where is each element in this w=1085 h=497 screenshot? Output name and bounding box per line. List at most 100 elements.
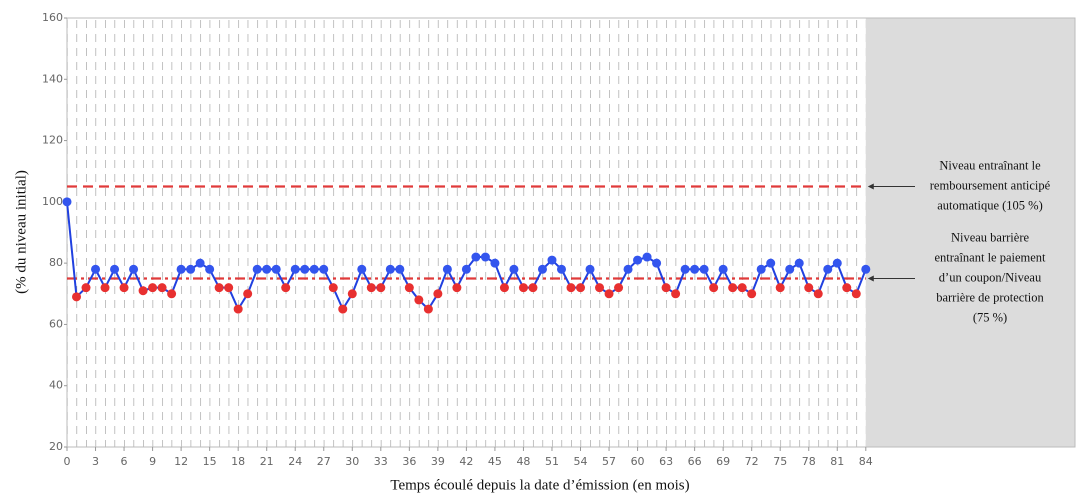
data-point bbox=[480, 252, 490, 262]
data-point bbox=[509, 264, 519, 274]
data-point bbox=[442, 264, 452, 274]
reference-label: (75 %) bbox=[973, 310, 1007, 324]
data-point bbox=[576, 283, 586, 293]
x-tick-label: 78 bbox=[802, 455, 816, 468]
x-tick-label: 84 bbox=[859, 455, 873, 468]
data-point bbox=[290, 264, 300, 274]
data-point bbox=[224, 283, 234, 293]
data-point bbox=[91, 264, 101, 274]
data-point bbox=[414, 295, 424, 305]
x-tick-label: 48 bbox=[516, 455, 530, 468]
data-point bbox=[271, 264, 281, 274]
data-point bbox=[100, 283, 110, 293]
data-point bbox=[499, 283, 509, 293]
data-point bbox=[661, 283, 671, 293]
x-tick-label: 3 bbox=[92, 455, 99, 468]
data-point bbox=[157, 283, 167, 293]
y-tick-label: 20 bbox=[49, 440, 63, 453]
data-point bbox=[556, 264, 566, 274]
data-point bbox=[642, 252, 652, 262]
data-point bbox=[404, 283, 414, 293]
data-point bbox=[652, 258, 662, 268]
data-point bbox=[604, 289, 614, 299]
data-point bbox=[72, 292, 82, 302]
data-point bbox=[385, 264, 395, 274]
arrow-head bbox=[867, 275, 874, 282]
data-point bbox=[680, 264, 690, 274]
x-tick-label: 72 bbox=[745, 455, 759, 468]
x-tick-label: 54 bbox=[574, 455, 588, 468]
data-point bbox=[813, 289, 823, 299]
x-tick-label: 51 bbox=[545, 455, 559, 468]
data-point bbox=[186, 264, 196, 274]
data-point bbox=[823, 264, 833, 274]
data-point bbox=[595, 283, 605, 293]
data-point bbox=[433, 289, 443, 299]
minor-grid bbox=[67, 18, 866, 447]
data-point bbox=[566, 283, 576, 293]
plot-frame bbox=[66, 17, 1076, 448]
data-point bbox=[547, 255, 557, 265]
reference-label: entraînant le paiement bbox=[934, 250, 1046, 264]
data-point bbox=[461, 264, 471, 274]
data-point bbox=[490, 258, 500, 268]
data-point bbox=[119, 283, 129, 293]
data-point bbox=[395, 264, 405, 274]
x-tick-label: 6 bbox=[121, 455, 128, 468]
x-tick-label: 27 bbox=[317, 455, 331, 468]
data-point bbox=[309, 264, 319, 274]
x-tick-label: 36 bbox=[402, 455, 416, 468]
data-point bbox=[243, 289, 253, 299]
data-point bbox=[328, 283, 338, 293]
arrow-head bbox=[867, 183, 874, 190]
data-point bbox=[62, 197, 72, 207]
data-point bbox=[366, 283, 376, 293]
x-tick-label: 21 bbox=[260, 455, 274, 468]
x-tick-label: 39 bbox=[431, 455, 445, 468]
data-point bbox=[690, 264, 700, 274]
data-point bbox=[148, 283, 158, 293]
data-point bbox=[633, 255, 643, 265]
y-axis-label: (% du niveau initial) bbox=[13, 170, 29, 294]
data-point bbox=[452, 283, 462, 293]
data-point bbox=[756, 264, 766, 274]
data-point bbox=[775, 283, 785, 293]
data-point bbox=[785, 264, 795, 274]
y-tick-label: 80 bbox=[49, 256, 63, 269]
x-tick-label: 18 bbox=[231, 455, 245, 468]
x-tick-label: 69 bbox=[716, 455, 730, 468]
x-tick-label: 75 bbox=[773, 455, 787, 468]
data-point bbox=[747, 289, 757, 299]
x-tick-label: 9 bbox=[149, 455, 156, 468]
reference-label: barrière de protection bbox=[936, 290, 1044, 304]
data-point bbox=[81, 283, 91, 293]
data-point bbox=[699, 264, 709, 274]
reference-label: remboursement anticipé bbox=[930, 178, 1051, 192]
y-tick-label: 120 bbox=[42, 134, 63, 147]
data-point bbox=[718, 264, 728, 274]
y-tick-label: 100 bbox=[42, 195, 63, 208]
x-tick-label: 66 bbox=[688, 455, 702, 468]
x-tick-label: 24 bbox=[288, 455, 302, 468]
data-point bbox=[537, 264, 547, 274]
data-point bbox=[233, 304, 243, 314]
data-point bbox=[842, 283, 852, 293]
x-tick-label: 63 bbox=[659, 455, 673, 468]
data-point bbox=[804, 283, 814, 293]
data-point bbox=[357, 264, 367, 274]
data-point bbox=[851, 289, 861, 299]
data-point bbox=[737, 283, 747, 293]
y-tick-label: 40 bbox=[49, 379, 63, 392]
data-point bbox=[471, 252, 481, 262]
x-tick-label: 42 bbox=[459, 455, 473, 468]
y-tick-label: 140 bbox=[42, 72, 63, 85]
data-point bbox=[528, 283, 538, 293]
data-point bbox=[423, 304, 433, 314]
data-point bbox=[338, 304, 348, 314]
data-point bbox=[671, 289, 681, 299]
data-point bbox=[176, 264, 186, 274]
data-point bbox=[518, 283, 528, 293]
reference-label: d’un coupon/Niveau bbox=[939, 270, 1042, 284]
x-tick-label: 45 bbox=[488, 455, 502, 468]
